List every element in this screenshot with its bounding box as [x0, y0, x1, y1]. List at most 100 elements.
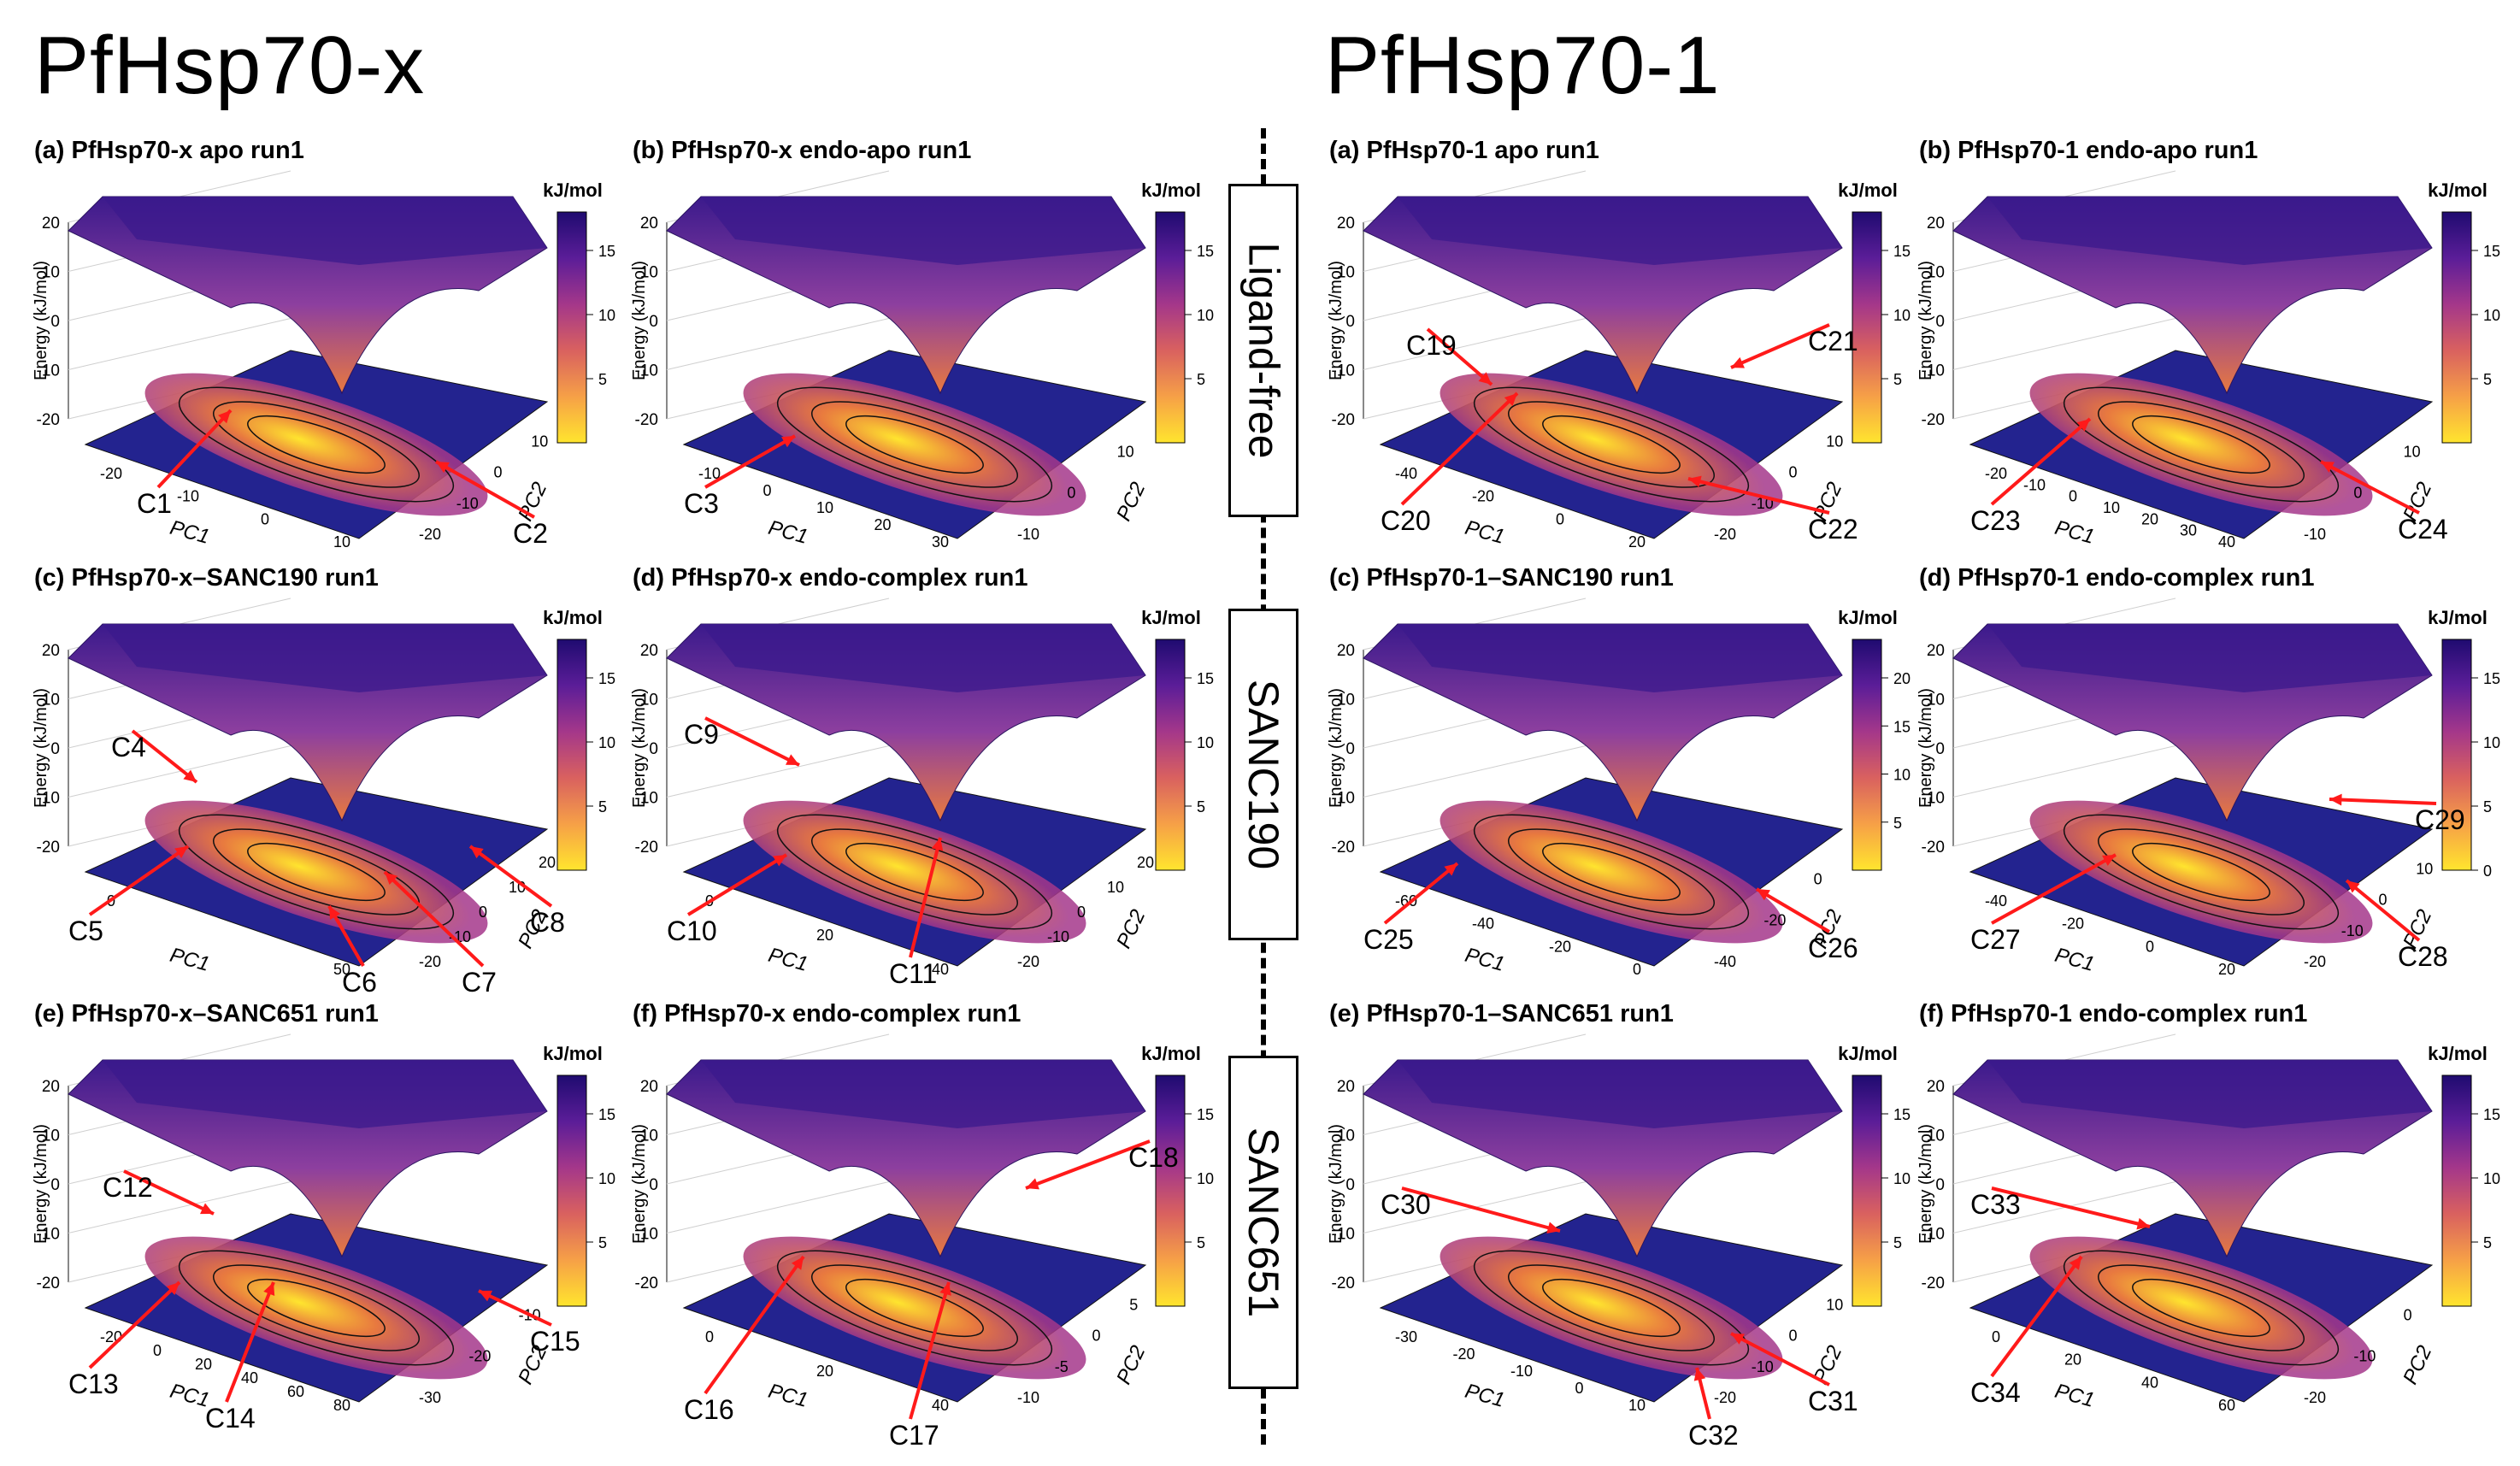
y-tick-label: -20	[1714, 526, 1736, 543]
minimum-arrow	[686, 853, 788, 916]
minimum-arrow-head	[2321, 462, 2335, 473]
x-axis-label: PC1	[2052, 1380, 2097, 1412]
minimum-arrow	[1991, 853, 2117, 925]
minimum-arrow-head	[166, 1282, 180, 1295]
z-tick-label: 20	[1337, 215, 1355, 233]
contour-line	[1507, 828, 1716, 916]
fel-panel: (c) PfHsp70-x–SANC190 run1 -20 -10 0 10 20 Ene…	[32, 564, 633, 1000]
contour-line	[2097, 401, 2305, 488]
x-tick-label: 10	[333, 533, 350, 550]
z-tick-label: 0	[649, 740, 658, 758]
z-tick-label: -20	[1922, 411, 1945, 429]
colorbar	[2441, 211, 2472, 444]
z-tick-label: -10	[37, 362, 60, 380]
x-tick-label: 0	[261, 510, 269, 527]
fel-panel: (e) PfHsp70-x–SANC651 run1 -20 -10 0 10 20 Ene…	[32, 1000, 633, 1436]
y-tick-label: 0	[494, 464, 503, 481]
x-tick-label: 10	[1628, 1397, 1646, 1414]
minimum-arrow-head	[2346, 880, 2360, 893]
title-pfhsp70-1: PfHsp70-1	[1325, 20, 1721, 111]
y-tick-label: 0	[1067, 485, 1075, 502]
condition-sanc651-label: SANC651	[1239, 1127, 1287, 1318]
x-tick-label: -20	[100, 1328, 122, 1345]
colorbar-tick-label: 5	[2483, 798, 2492, 815]
y-tick-label: 0	[1789, 464, 1798, 481]
x-tick-label: 30	[932, 533, 949, 550]
x-tick-label: -20	[1452, 1345, 1475, 1363]
colorbar-tick-label: 10	[1893, 1170, 1911, 1187]
y-tick-label: -20	[419, 953, 441, 970]
y-tick-label: -10	[1017, 526, 1039, 543]
minimum-label: C33	[1970, 1189, 2021, 1220]
contour-line	[2097, 1264, 2305, 1351]
colorbar-tick-label: 5	[598, 798, 607, 815]
z-tick-label: 0	[50, 313, 60, 331]
x-tick-label: -40	[1472, 916, 1494, 933]
colorbar-tick-label: 5	[1197, 798, 1205, 815]
z-tick-label: 0	[1345, 740, 1355, 758]
z-tick-label: -10	[635, 1226, 658, 1244]
y-tick-label: -10	[1017, 1389, 1039, 1406]
colorbar-tick-label: 15	[598, 670, 615, 687]
z-axis-label: Energy (kJ/mol)	[630, 1124, 649, 1244]
colorbar	[1155, 1074, 1186, 1307]
low-energy-basin	[2029, 800, 2373, 944]
z-tick-label: -10	[635, 362, 658, 380]
fel-surface-plot: -20 -10 0 10 20 Energy (kJ/mol) -20 -10 0 10 PC1 -2…	[32, 170, 615, 550]
minimum-label: C25	[1363, 924, 1414, 955]
y-tick-label: -10	[1047, 928, 1069, 945]
z-tick-label: 10	[640, 692, 658, 709]
energy-surface-plateau	[1987, 1060, 2432, 1128]
z-tick-label: 10	[640, 264, 658, 282]
y-tick-label: -20	[419, 526, 441, 543]
z-tick-label: 20	[1337, 1078, 1355, 1096]
panel-title: (d) PfHsp70-1 endo-complex run1	[1919, 564, 2315, 592]
colorbar-tick-label: 10	[1893, 767, 1911, 784]
y-tick-label: 20	[1137, 854, 1154, 871]
minimum-arrow	[2320, 460, 2420, 515]
minimum-arrow	[1401, 1186, 1561, 1233]
z-tick-label: 10	[42, 692, 60, 709]
x-axis-label: PC1	[766, 516, 810, 549]
y-tick-label: -20	[2304, 1389, 2326, 1406]
colorbar-tick-label: 15	[1197, 1106, 1214, 1123]
x-tick-label: -40	[1985, 892, 2007, 910]
x-tick-label: -40	[1395, 465, 1417, 482]
minimum-arrow-head	[1693, 1368, 1706, 1381]
panel-title: (a) PfHsp70-x apo run1	[34, 137, 304, 164]
z-tick-label: -20	[1922, 1275, 1945, 1292]
z-tick-label: -20	[1922, 839, 1945, 857]
x-axis-label: PC1	[2052, 516, 2097, 549]
z-tick-label: 10	[1927, 692, 1945, 709]
x-axis-label: PC1	[766, 944, 810, 976]
z-axis-label: Energy (kJ/mol)	[1327, 1124, 1345, 1244]
condition-sanc190: SANC190	[1228, 609, 1298, 940]
colorbar-tick-label: 15	[1893, 243, 1911, 260]
x-axis-label: PC1	[168, 944, 212, 976]
contour-line	[2132, 1278, 2270, 1338]
colorbar-tick-label: 5	[1893, 815, 1902, 832]
colorbar-tick-label: 5	[1197, 1234, 1205, 1251]
fel-surface-plot: -20 -10 0 10 20 Energy (kJ/mol) -30 -20 -10 0 10 PC…	[1327, 1033, 1911, 1451]
y-tick-label: -10	[2341, 922, 2364, 939]
contour-line	[1542, 842, 1681, 902]
colorbar	[556, 211, 587, 444]
panel-title: (a) PfHsp70-1 apo run1	[1329, 137, 1599, 164]
z-tick-label: 10	[42, 264, 60, 282]
colorbar	[2441, 1074, 2472, 1307]
minimum-arrow-head	[2136, 1217, 2150, 1230]
minimum-arrow	[1426, 327, 1493, 386]
minimum-label: C10	[667, 916, 717, 946]
minimum-arrow	[1025, 1139, 1151, 1190]
colorbar-tick-label: 20	[1893, 670, 1911, 687]
contour-line	[810, 828, 1019, 916]
z-tick-label: 0	[1935, 313, 1945, 331]
colorbar	[1155, 211, 1186, 444]
minimum-arrow	[1990, 1255, 2083, 1378]
minimum-arrow	[704, 434, 796, 489]
fel-panel: (f) PfHsp70-1 endo-complex run1 -20 -10 0 10…	[1916, 1000, 2517, 1436]
z-tick-label: 10	[1337, 1127, 1355, 1145]
panel-title: (c) PfHsp70-x–SANC190 run1	[34, 564, 379, 592]
